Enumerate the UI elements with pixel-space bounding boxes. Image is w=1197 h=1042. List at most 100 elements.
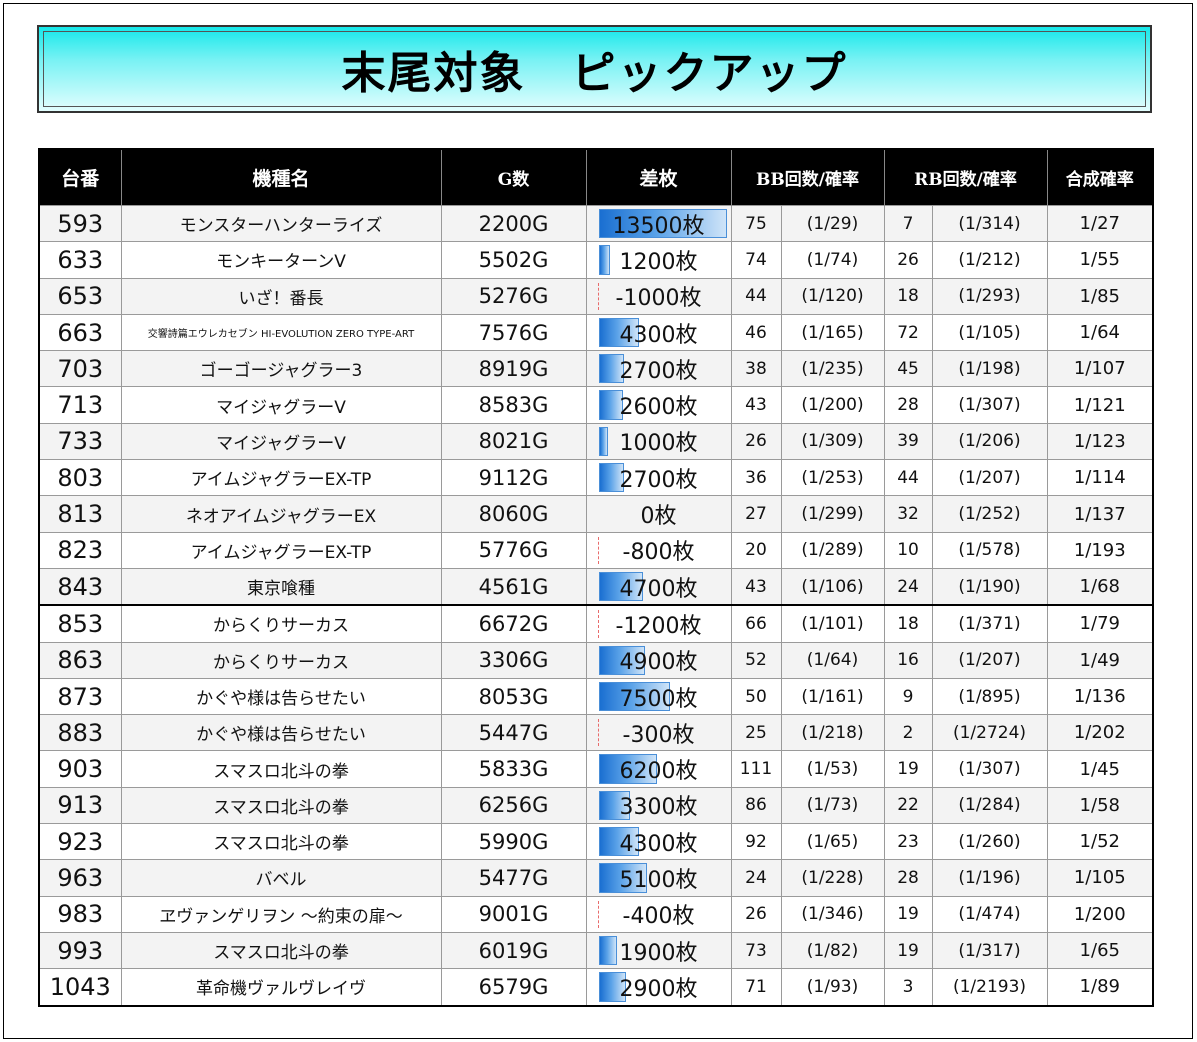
bb-rate: (1/64)	[780, 641, 885, 679]
combined-rate: 1/202	[1046, 714, 1154, 752]
table-row: 733 マイジャグラーV 8021G 1000枚 26 (1/309) 39 (1/206) 1…	[38, 422, 1154, 461]
table-row: 883 かぐや様は告らせたい 5447G -300枚 25 (1/218) 2 (1/2724…	[38, 714, 1154, 752]
bb-rate: (1/73)	[780, 786, 885, 825]
coin-difference: 6200枚	[585, 750, 732, 788]
bb-rate: (1/53)	[780, 750, 885, 788]
table-row: 703 ゴーゴージャグラー3 8919G 2700枚 38 (1/235) 45 (1/198…	[38, 350, 1154, 388]
machine-number: 663	[38, 313, 122, 352]
rb-count: 7	[883, 204, 933, 243]
rb-rate: (1/190)	[931, 567, 1048, 606]
rb-count: 39	[883, 422, 933, 461]
bb-count: 86	[730, 786, 782, 825]
coin-difference: 7500枚	[585, 677, 732, 716]
bb-count: 71	[730, 968, 782, 1007]
bb-count: 26	[730, 895, 782, 933]
table-body: 593 モンスターハンターライズ 2200G 13500枚 75 (1/29) 7 (1/31…	[38, 204, 1154, 1007]
machine-number: 633	[38, 241, 122, 279]
bb-count: 50	[730, 677, 782, 716]
coin-difference-value: 4700枚	[619, 576, 698, 602]
machine-number: 853	[38, 604, 122, 643]
bb-count: 44	[730, 277, 782, 315]
rb-rate: (1/293)	[931, 277, 1048, 315]
machine-number: 733	[38, 422, 122, 461]
game-count: 3306G	[440, 641, 587, 679]
game-count: 5990G	[440, 823, 587, 861]
coin-difference-value: -1000枚	[615, 286, 702, 312]
bb-rate: (1/165)	[780, 313, 885, 352]
rb-count: 44	[883, 459, 933, 497]
bb-rate: (1/120)	[780, 277, 885, 315]
machine-number: 593	[38, 204, 122, 243]
bb-count: 27	[730, 495, 782, 533]
coin-difference: 2700枚	[585, 350, 732, 388]
negative-marker	[597, 536, 600, 564]
bb-rate: (1/65)	[780, 823, 885, 861]
rb-count: 72	[883, 313, 933, 352]
game-count: 8021G	[440, 422, 587, 461]
machine-number: 823	[38, 531, 122, 569]
combined-rate: 1/193	[1046, 531, 1154, 569]
coin-difference: 1200枚	[585, 241, 732, 279]
bb-rate: (1/299)	[780, 495, 885, 533]
machine-number: 653	[38, 277, 122, 315]
table-row: 663 交響詩篇エウレカセブン HI-EVOLUTION ZERO TYPE-AR…	[38, 313, 1154, 352]
coin-difference-bar	[598, 790, 630, 821]
coin-difference-value: 13500枚	[612, 213, 705, 239]
coin-difference-value: 1000枚	[619, 431, 698, 457]
machine-name: スマスロ北斗の拳	[120, 931, 442, 970]
rb-count: 32	[883, 495, 933, 533]
coin-difference: 4900枚	[585, 641, 732, 679]
machine-name: モンキーターンV	[120, 241, 442, 279]
header-rb: RB回数/確率	[883, 149, 1048, 206]
rb-rate: (1/2193)	[931, 968, 1048, 1007]
machine-name: アイムジャグラーEX-TP	[120, 531, 442, 569]
rb-count: 2	[883, 714, 933, 752]
rb-count: 18	[883, 604, 933, 643]
game-count: 6019G	[440, 931, 587, 970]
rb-count: 28	[883, 386, 933, 424]
rb-rate: (1/474)	[931, 895, 1048, 933]
game-count: 8060G	[440, 495, 587, 533]
coin-difference: 2700枚	[585, 459, 732, 497]
game-count: 5833G	[440, 750, 587, 788]
machine-name: マイジャグラーV	[120, 422, 442, 461]
combined-rate: 1/107	[1046, 350, 1154, 388]
coin-difference-bar	[598, 645, 645, 675]
coin-difference: 13500枚	[585, 204, 732, 243]
table-row: 713 マイジャグラーV 8583G 2600枚 43 (1/200) 28 (1/307) 1…	[38, 386, 1154, 424]
table-row: 873 かぐや様は告らせたい 8053G 7500枚 50 (1/161) 9 (1/895)…	[38, 677, 1154, 716]
game-count: 5447G	[440, 714, 587, 752]
table-row: 843 東京喰種 4561G 4700枚 43 (1/106) 24 (1/190) 1/68	[38, 567, 1154, 606]
game-count: 9001G	[440, 895, 587, 933]
rb-rate: (1/284)	[931, 786, 1048, 825]
coin-difference-value: 6200枚	[619, 759, 698, 785]
rb-count: 45	[883, 350, 933, 388]
bb-count: 92	[730, 823, 782, 861]
coin-difference-value: 3300枚	[619, 795, 698, 821]
table-row: 983 ヱヴァンゲリヲン ～約束の扉～ 9001G -400枚 26 (1/346) 19(…	[38, 895, 1154, 933]
bb-count: 73	[730, 931, 782, 970]
page-title: 末尾対象 ピックアップ	[341, 48, 848, 99]
combined-rate: 1/137	[1046, 495, 1154, 533]
negative-marker	[597, 610, 600, 638]
coin-difference: -300枚	[585, 714, 732, 752]
game-count: 5477G	[440, 859, 587, 897]
coin-difference-value: 4300枚	[619, 322, 698, 348]
coin-difference: 2600枚	[585, 386, 732, 424]
coin-difference-value: 1200枚	[619, 249, 698, 275]
game-count: 4561G	[440, 567, 587, 606]
coin-difference: -400枚	[585, 895, 732, 933]
coin-difference-value: 4300枚	[619, 831, 698, 857]
game-count: 8583G	[440, 386, 587, 424]
machine-name: 革命機ヴァルヴレイヴ	[120, 968, 442, 1007]
coin-difference-bar	[598, 354, 625, 384]
coin-difference: 5100枚	[585, 859, 732, 897]
coin-difference-value: -1200枚	[615, 613, 702, 639]
coin-difference: -1000枚	[585, 277, 732, 315]
machine-name: かぐや様は告らせたい	[120, 677, 442, 716]
machine-number: 803	[38, 459, 122, 497]
table-row: 923 スマスロ北斗の拳 5990G 4300枚 92 (1/65) 23 (1/260) 1/…	[38, 823, 1154, 861]
coin-difference-bar	[598, 935, 617, 966]
machine-number: 1043	[38, 968, 122, 1007]
coin-difference: -1200枚	[585, 604, 732, 643]
